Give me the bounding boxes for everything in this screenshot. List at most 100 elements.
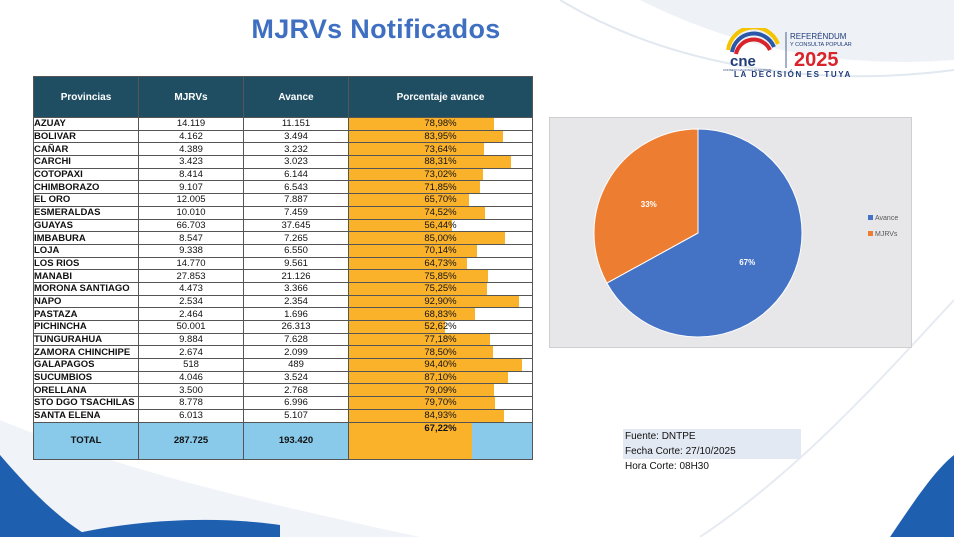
table-row: ZAMORA CHINCHIPE 2.674 2.099 78,50% xyxy=(33,345,533,360)
cell-porcentaje: 79,70% xyxy=(348,396,533,410)
cell-provincia: LOS RIOS xyxy=(33,256,139,271)
table-row: BOLIVAR 4.162 3.494 83,95% xyxy=(33,129,533,144)
progress-bar xyxy=(349,168,483,181)
porcentaje-text: 64,73% xyxy=(424,257,457,269)
table-row: COTOPAXI 8.414 6.144 73,02% xyxy=(33,167,533,182)
progress-bar xyxy=(349,118,494,130)
cell-porcentaje: 68,83% xyxy=(348,307,533,321)
cell-porcentaje: 75,25% xyxy=(348,281,533,296)
progress-bar xyxy=(349,206,486,219)
porcentaje-text: 79,09% xyxy=(424,384,457,396)
cell-provincia: LOJA xyxy=(33,243,139,258)
wave-line-right xyxy=(699,299,954,537)
cell-porcentaje: 52,62% xyxy=(348,320,533,334)
progress-bar xyxy=(349,384,494,397)
table-row: CHIMBORAZO 9.107 6.543 71,85% xyxy=(33,180,533,195)
source-fecha-corte: Fecha Corte: 27/10/2025 xyxy=(623,444,801,459)
cell-provincia: ORELLANA xyxy=(33,383,139,398)
porcentaje-text: 92,90% xyxy=(424,295,457,307)
porcentaje-text: 75,85% xyxy=(424,270,457,282)
cell-avance: 3.232 xyxy=(243,142,349,157)
progress-bar xyxy=(349,244,478,257)
cne-logo-graphic: cne CONSEJO NACIONAL ELECTORAL REFERÉNDU… xyxy=(723,25,852,72)
cell-avance: 7.887 xyxy=(243,193,349,207)
cell-mjrvs: 4.046 xyxy=(138,370,244,385)
table-row: LOS RIOS 14.770 9.561 64,73% xyxy=(33,256,533,271)
cell-avance: 6.996 xyxy=(243,396,349,410)
cell-mjrvs: 3.500 xyxy=(138,383,244,398)
cell-avance: 7.628 xyxy=(243,332,349,347)
cell-porcentaje: 85,00% xyxy=(348,231,533,245)
cell-avance: 6.144 xyxy=(243,167,349,182)
progress-bar xyxy=(349,409,505,422)
cell-mjrvs: 4.473 xyxy=(138,281,244,296)
progress-bar xyxy=(349,143,484,156)
progress-bar xyxy=(349,282,487,295)
progress-bar xyxy=(349,130,503,143)
table-row: AZUAY 14.119 11.151 78,98% xyxy=(33,117,533,131)
cell-porcentaje: 71,85% xyxy=(348,180,533,195)
progress-bar xyxy=(349,346,493,359)
table-row: EL ORO 12.005 7.887 65,70% xyxy=(33,193,533,207)
progress-bar xyxy=(349,257,468,270)
cell-avance: 2.354 xyxy=(243,294,349,309)
table-row: SUCUMBIOS 4.046 3.524 87,10% xyxy=(33,370,533,385)
progress-bar xyxy=(349,295,519,308)
svg-text:CONSEJO NACIONAL ELECTORAL: CONSEJO NACIONAL ELECTORAL xyxy=(723,68,773,72)
cell-provincia: CAÑAR xyxy=(33,142,139,157)
table-row: PASTAZA 2.464 1.696 68,83% xyxy=(33,307,533,321)
cell-porcentaje: 64,73% xyxy=(348,256,533,271)
progress-bar xyxy=(349,371,509,384)
cell-porcentaje: 78,98% xyxy=(348,117,533,131)
wave-line-top xyxy=(559,0,954,78)
porcentaje-text: 85,00% xyxy=(424,232,457,244)
porcentaje-text: 94,40% xyxy=(424,359,457,371)
header-avance: Avance xyxy=(243,76,349,118)
svg-text:2025: 2025 xyxy=(794,49,839,71)
cell-avance: 3.023 xyxy=(243,155,349,169)
cell-porcentaje: 65,70% xyxy=(348,193,533,207)
progress-bar xyxy=(349,397,495,409)
cell-mjrvs: 4.162 xyxy=(138,129,244,144)
cell-porcentaje: 75,85% xyxy=(348,269,533,283)
porcentaje-text: 75,25% xyxy=(424,283,457,295)
cell-mjrvs: 9.107 xyxy=(138,180,244,195)
total-avance: 193.420 xyxy=(243,421,349,460)
porcentaje-text: 73,64% xyxy=(424,143,457,155)
cell-avance: 26.313 xyxy=(243,320,349,334)
cell-avance: 11.151 xyxy=(243,117,349,131)
table-row: NAPO 2.534 2.354 92,90% xyxy=(33,294,533,309)
cell-mjrvs: 9.338 xyxy=(138,243,244,258)
cell-mjrvs: 518 xyxy=(138,358,244,372)
header-porcentaje: Porcentaje avance xyxy=(348,76,533,118)
cell-avance: 37.645 xyxy=(243,218,349,233)
cell-mjrvs: 6.013 xyxy=(138,408,244,423)
total-porcentaje: 67,22% xyxy=(424,422,457,434)
progress-bar xyxy=(349,333,491,346)
table-row: IMBABURA 8.547 7.265 85,00% xyxy=(33,231,533,245)
wave-light-bottom xyxy=(0,420,420,537)
table-row: PICHINCHA 50.001 26.313 52,62% xyxy=(33,320,533,334)
cell-mjrvs: 3.423 xyxy=(138,155,244,169)
cell-avance: 6.543 xyxy=(243,180,349,195)
cell-mjrvs: 4.389 xyxy=(138,142,244,157)
table-row: TUNGURAHUA 9.884 7.628 77,18% xyxy=(33,332,533,347)
wave-dark-bottom-left xyxy=(0,455,90,537)
cell-mjrvs: 12.005 xyxy=(138,193,244,207)
logo-tagline: LA DECISIÓN ES TUYA xyxy=(734,70,852,79)
pie-data-label: 33% xyxy=(641,200,657,209)
porcentaje-text: 71,85% xyxy=(424,181,457,193)
wave-dark-right xyxy=(890,455,954,537)
cell-mjrvs: 27.853 xyxy=(138,269,244,283)
cell-avance: 7.459 xyxy=(243,205,349,220)
cell-mjrvs: 50.001 xyxy=(138,320,244,334)
svg-text:Y CONSULTA POPULAR: Y CONSULTA POPULAR xyxy=(790,42,852,48)
cell-porcentaje: 79,09% xyxy=(348,383,533,398)
cell-avance: 7.265 xyxy=(243,231,349,245)
cell-provincia: PICHINCHA xyxy=(33,320,139,334)
cell-provincia: SUCUMBIOS xyxy=(33,370,139,385)
cell-mjrvs: 2.464 xyxy=(138,307,244,321)
total-mjrvs: 287.725 xyxy=(138,421,244,460)
cell-porcentaje: 84,93% xyxy=(348,408,533,423)
cne-referendum-logo: cne CONSEJO NACIONAL ELECTORAL REFERÉNDU… xyxy=(722,25,862,84)
